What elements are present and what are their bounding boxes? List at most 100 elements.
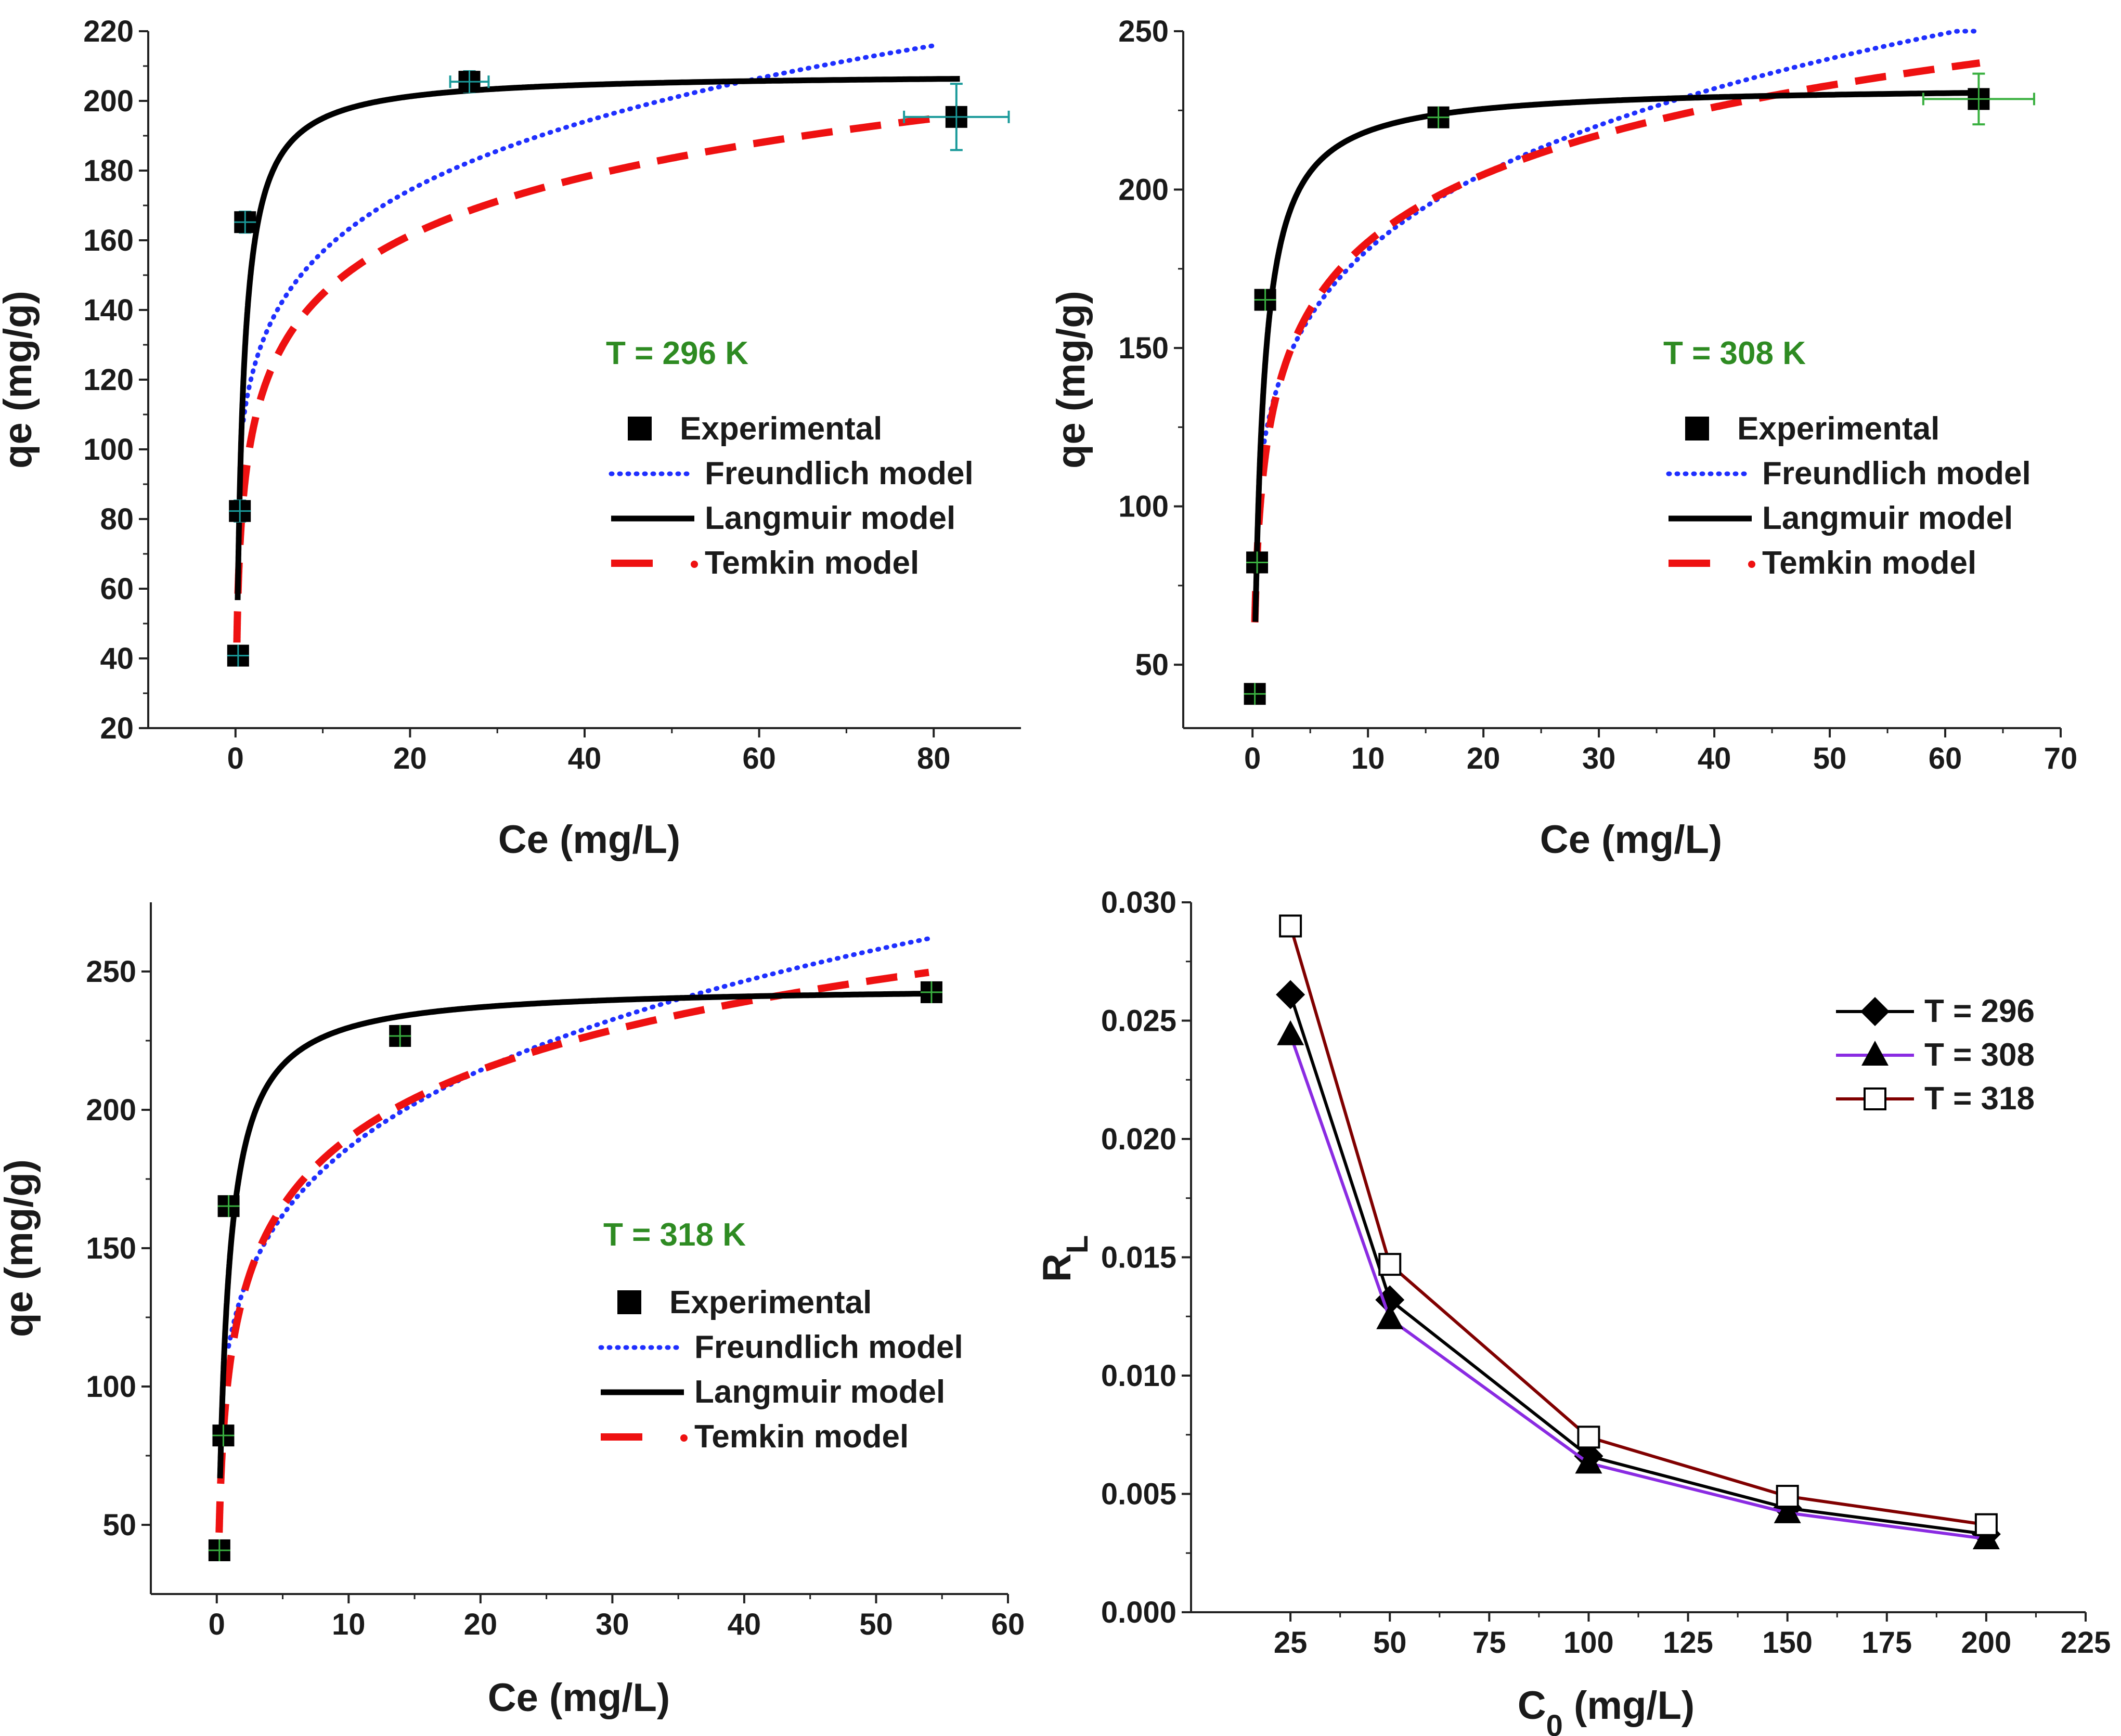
panel-p318-legend-freundlich-label: Freundlich model [694, 1329, 963, 1365]
panel-296k-temp-label: T = 296 K [606, 335, 748, 371]
panel-p308-y-tick-label: 200 [1118, 173, 1169, 207]
panel-p318-y-tick-label: 150 [86, 1232, 136, 1265]
panel-308k-y-axis-title: qe (mg/g) [1049, 291, 1093, 469]
panel-p308-legend: Experimental Freundlich model Langmuir mod… [1666, 411, 2031, 581]
panel-p296-legend-langmuir-label: Langmuir model [705, 500, 955, 536]
panel-p296-y-tick-label: 140 [83, 293, 134, 327]
panel-p296-y-tick-label: 160 [83, 224, 134, 257]
panel-p308-x-tick-label: 30 [1582, 742, 1616, 775]
panel-rl-series-1-marker [1277, 1020, 1304, 1045]
panel-p296-langmuir-curve [235, 76, 960, 600]
panel-rl-legend: T = 296 T = 308 T = 318 [1836, 993, 2035, 1117]
panel-p296-x-tick-label: 80 [917, 742, 951, 775]
panel-rl-series-1-marker [1972, 1524, 2000, 1549]
panel-p296-x-tick-label: 60 [742, 742, 776, 775]
panel-296k: T = 296 K Ce (mg/L) qe (mg/g) 0 20 40 60 80 2… [0, 15, 1021, 862]
panel-p308-x-tick-label: 0 [1244, 742, 1261, 775]
panel-p296-y-tick-label: 20 [100, 711, 134, 745]
panel-p308-y-tick-label: 50 [1135, 648, 1169, 682]
panel-rl-y-tick-label: 0.020 [1101, 1122, 1176, 1156]
panel-p308-freundlich-curve [1260, 29, 1983, 452]
panel-p308-legend-temkin-label: Temkin model [1762, 545, 1976, 581]
panel-p318-y-tick-label: 250 [86, 955, 136, 989]
panel-rl: C0 (mg/L) RL 25 50 75 100 125 150 175 200 2250.0… [1035, 886, 2111, 1736]
panel-rl-y-tick-label: 0.025 [1101, 1004, 1176, 1038]
panel-308k: T = 308 K Ce (mg/L) qe (mg/g) 0 10 20 30 40 5… [1049, 15, 2077, 862]
panel-rl-x-tick-label: 25 [1274, 1626, 1308, 1660]
panel-p308-legend-freundlich-label: Freundlich model [1762, 456, 2031, 491]
panel-p308-x-tick-label: 10 [1351, 742, 1385, 775]
panel-p318-x-tick-label: 10 [332, 1608, 366, 1641]
panel-p318-x-tick-label: 20 [464, 1608, 498, 1641]
panel-p318-y-tick-label: 100 [86, 1370, 136, 1404]
panel-p318-y-tick-label: 200 [86, 1093, 136, 1127]
panel-p296-legend-freundlich-label: Freundlich model [705, 456, 974, 491]
panel-p296-y-tick-label: 100 [83, 433, 134, 467]
panel-p296-y-tick-label: 120 [83, 363, 134, 397]
panel-rl-series-0-marker [1276, 980, 1305, 1009]
panel-rl-x-tick-label: 200 [1961, 1626, 2011, 1660]
panel-rl-x-tick-label: 175 [1861, 1626, 1912, 1660]
panel-rl-x-tick-label: 50 [1373, 1626, 1407, 1660]
panel-rl-legend-label: T = 296 [1924, 993, 2035, 1029]
panel-296k-y-axis-title: qe (mg/g) [0, 291, 40, 469]
panel-p318-legend-experimental-swatch [617, 1290, 641, 1314]
panel-rl-series-2-marker [1974, 1513, 1998, 1536]
panel-rl-series-2-marker [1279, 914, 1302, 938]
panel-p318-x-tick-label: 40 [728, 1608, 761, 1641]
panel-rl-x-tick-label: 125 [1663, 1626, 1713, 1660]
panel-rl-legend-label: T = 318 [1924, 1081, 2035, 1117]
panel-p296-x-tick-label: 20 [393, 742, 427, 775]
panel-p318-x-tick-label: 60 [991, 1608, 1025, 1641]
panel-p318-x-tick-label: 50 [859, 1608, 893, 1641]
panel-p296-legend-temkin-label: Temkin model [705, 545, 919, 581]
panel-318k-y-axis-title: qe (mg/g) [0, 1159, 41, 1337]
panel-rl-x-tick-label: 75 [1472, 1626, 1506, 1660]
panel-p296-x-tick-label: 40 [568, 742, 602, 775]
panel-296k-x-axis-title: Ce (mg/L) [498, 818, 680, 862]
panel-318k: T = 318 K Ce (mg/L) qe (mg/g) 0 10 20 30 40 5… [0, 902, 1025, 1720]
panel-p308-x-tick-label: 60 [1929, 742, 1962, 775]
panel-p308-x-tick-label: 40 [1698, 742, 1731, 775]
panel-rl-series-0-marker [1375, 1285, 1405, 1315]
panel-rl-legend-swatch-marker [1861, 1041, 1889, 1066]
panel-p296-legend: Experimental Freundlich model Langmuir mod… [609, 411, 974, 581]
panel-rl-legend-label: T = 308 [1924, 1037, 2035, 1073]
panel-p296-x-tick-label: 0 [227, 742, 244, 775]
panel-p318-legend-experimental-label: Experimental [669, 1285, 872, 1320]
panel-rl-x-tick-label: 150 [1762, 1626, 1813, 1660]
panel-p308-legend-experimental-label: Experimental [1737, 411, 1939, 447]
panel-rl-y-tick-label: 0.005 [1101, 1478, 1176, 1511]
panel-p318-langmuir-curve [217, 991, 929, 1479]
panel-p318-legend-langmuir-label: Langmuir model [694, 1374, 945, 1410]
panel-p296-y-tick-label: 40 [100, 642, 134, 676]
panel-308k-x-axis-title: Ce (mg/L) [1540, 818, 1722, 862]
panel-rl-x-tick-label: 100 [1563, 1626, 1614, 1660]
panel-p296-legend-temkin-dot [691, 561, 698, 568]
panel-p296-y-tick-label: 200 [83, 84, 134, 118]
panel-rl-y-tick-label: 0.010 [1101, 1359, 1176, 1393]
panel-rl-y-tick-label: 0.015 [1101, 1241, 1176, 1275]
panel-rl-series-1-marker [1376, 1304, 1404, 1329]
panel-rl-series-2-marker [1776, 1485, 1799, 1508]
panel-p296-freundlich-curve [241, 43, 936, 423]
panel-p308-legend-temkin-dot [1748, 561, 1755, 568]
panel-p296-y-tick-label: 180 [83, 154, 134, 188]
panel-rl-series-2-marker [1378, 1253, 1402, 1276]
panel-p308-x-tick-label: 20 [1467, 742, 1501, 775]
panel-318k-x-axis-title: Ce (mg/L) [488, 1676, 670, 1720]
panel-p308-y-tick-label: 150 [1118, 331, 1169, 365]
panel-p296-legend-experimental-swatch [628, 417, 652, 441]
panel-rl-series-1-marker [1575, 1448, 1602, 1474]
panel-rl-y-tick-label: 0.000 [1101, 1596, 1176, 1629]
panel-p308-langmuir-curve [1252, 89, 1980, 622]
panel-p296-y-tick-label: 220 [83, 15, 134, 48]
panel-p308-legend-experimental-swatch [1685, 417, 1709, 441]
panel-p318-x-tick-label: 0 [209, 1608, 225, 1641]
panel-rl-series-2-marker [1577, 1426, 1600, 1449]
panel-318k-temp-label: T = 318 K [603, 1217, 746, 1253]
panel-rl-y-tick-label: 0.030 [1101, 886, 1176, 919]
panel-p296-y-tick-label: 60 [100, 572, 134, 606]
